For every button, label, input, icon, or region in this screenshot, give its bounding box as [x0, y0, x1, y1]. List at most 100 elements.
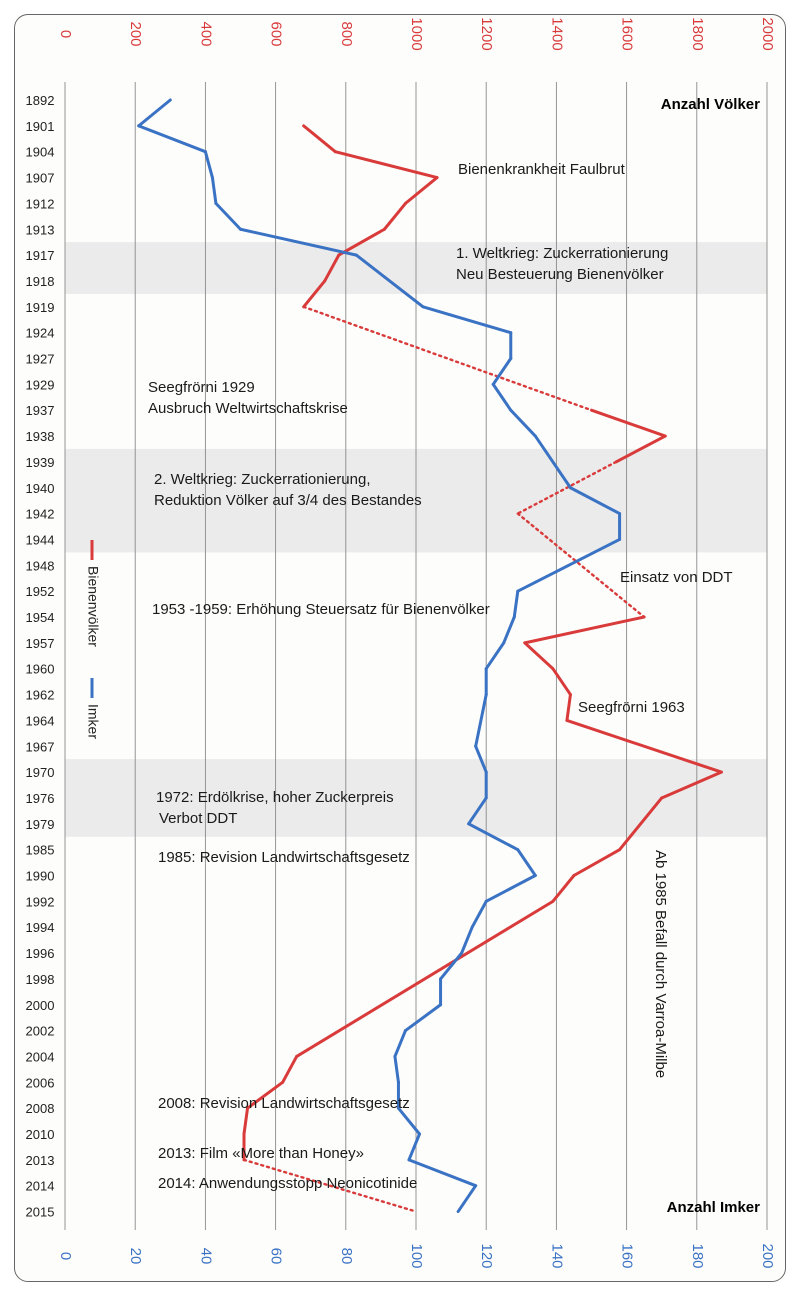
top-tick-label: 600 — [268, 21, 285, 46]
top-tick-label: 2000 — [759, 17, 776, 50]
bienenvoelker-line-segment — [333, 150, 439, 180]
year-label: 1944 — [26, 532, 55, 547]
top-tick-label: 1800 — [689, 17, 706, 50]
imker-line-segment — [470, 899, 488, 929]
year-label: 1996 — [26, 946, 55, 961]
year-label: 1929 — [26, 377, 55, 392]
top-tick-label: 1600 — [619, 17, 636, 50]
top-tick-label: 1400 — [548, 17, 565, 50]
bottom-tick-label: 120 — [478, 1243, 495, 1268]
imker-line-segment — [393, 1054, 400, 1084]
top-tick-label: 1200 — [478, 17, 495, 50]
bienenvoelker-line-segment — [302, 305, 593, 412]
year-label: 1937 — [26, 403, 55, 418]
legend-label: Bienenvölker — [85, 566, 101, 647]
year-label: 2004 — [26, 1049, 55, 1064]
annotation-9: 1985: Revision Landwirtschaftsgesetz — [158, 849, 410, 866]
imker-line-segment — [474, 693, 488, 748]
year-label: 2015 — [26, 1205, 55, 1220]
year-label: 1952 — [26, 584, 55, 599]
imker-line-segment — [460, 925, 474, 955]
imker-line-segment — [533, 434, 572, 490]
annotation-2: 1. Weltkrieg: Zuckerrationierung Neu Best… — [456, 245, 668, 283]
year-label: 1918 — [26, 274, 55, 289]
top-axis-ticks: 0 200 400 600 800 1000 1200 1400 1600 1800 2000 — [57, 17, 776, 50]
annotation-12: 2013: Film «More than Honey» — [158, 1145, 364, 1162]
bottom-axis-ticks: 0 20 40 60 80 100 120 140 160 180 200 — [57, 1243, 776, 1268]
legend-label: Imker — [85, 704, 101, 739]
annotation-11: 2008: Revision Landwirtschaftsgesetz — [158, 1095, 410, 1112]
annotation-4: 2. Weltkrieg: Zuckerrationierung, Redukti… — [154, 471, 422, 509]
year-label: 1927 — [26, 352, 55, 367]
bienenvoelker-line-segment — [302, 124, 337, 154]
bottom-tick-label: 160 — [619, 1243, 636, 1268]
bottom-tick-label: 20 — [127, 1248, 144, 1265]
bottom-tick-label: 100 — [408, 1243, 425, 1268]
bienenvoelker-line-segment — [242, 1158, 418, 1213]
year-label: 1907 — [26, 171, 55, 186]
chart-frame — [14, 14, 786, 1282]
imker-line-segment — [439, 951, 464, 981]
year-label: 1938 — [26, 429, 55, 444]
imker-line-segment — [210, 176, 218, 205]
bienenvoelker-line-segment — [302, 279, 327, 309]
bienenvoelker-line-segment — [516, 460, 618, 515]
year-label: 1912 — [26, 196, 55, 211]
bienenvoelker-line-segment — [382, 201, 407, 231]
year-label: 2010 — [26, 1127, 55, 1142]
year-label: 2006 — [26, 1075, 55, 1090]
year-label: 1954 — [26, 610, 55, 625]
imker-line-segment — [516, 537, 622, 593]
imker-line-segment — [137, 98, 172, 128]
annotation-13: 2014: Anwendungsstopp Neonicotinide — [158, 1175, 417, 1192]
bienenvoelker-line-segment — [551, 667, 572, 697]
imker-line-segment — [467, 822, 520, 852]
imker-line-segment — [484, 641, 506, 671]
annotation-3: Seegfrörni 1929 Ausbruch Weltwirtschaftsk… — [148, 379, 348, 417]
bienenvoelker-line-segment — [590, 408, 667, 438]
bienenvoelker-line-segment — [523, 615, 646, 645]
year-label: 1948 — [26, 558, 55, 573]
year-label: 1940 — [26, 481, 55, 496]
bottom-tick-label: 180 — [689, 1243, 706, 1268]
annotation-1: Bienenkrankheit Faulbrut — [458, 161, 626, 178]
imker-line-segment — [203, 150, 214, 180]
imker-line-segment — [407, 1158, 478, 1188]
imker-line-segment — [421, 305, 513, 335]
imker-line-segment — [484, 874, 537, 903]
imker-line-segment — [393, 1029, 407, 1058]
top-tick-label: 400 — [197, 21, 214, 46]
bienenvoelker-line-segment — [551, 874, 576, 903]
year-label: 1960 — [26, 662, 55, 677]
year-label: 1990 — [26, 869, 55, 884]
year-label: 1957 — [26, 636, 55, 651]
imker-line-segment — [354, 253, 425, 309]
year-label: 1998 — [26, 972, 55, 987]
annotation-7: Seegfrörni 1963 — [578, 699, 685, 716]
year-label: 1976 — [26, 791, 55, 806]
imker-line-segment — [456, 1184, 478, 1214]
imker-line-segment — [214, 201, 242, 231]
year-label: 1985 — [26, 843, 55, 858]
year-label: 1994 — [26, 920, 55, 935]
year-label: 1892 — [26, 93, 55, 108]
year-label: 2002 — [26, 1024, 55, 1039]
imker-line-segment — [396, 1106, 422, 1136]
imker-line-segment — [491, 357, 513, 386]
year-label: 1992 — [26, 894, 55, 909]
year-label: 1942 — [26, 507, 55, 522]
imker-line-segment — [137, 124, 207, 154]
bienenvoelker-line-segment — [565, 718, 723, 774]
top-tick-label: 1000 — [408, 17, 425, 50]
annotations: Bienenkrankheit Faulbrut 1. Weltkrieg: Zu… — [148, 161, 733, 1192]
imker-line-segment — [568, 486, 622, 516]
year-label: 1913 — [26, 222, 55, 237]
bienenvoelker-line-segment — [246, 1080, 285, 1110]
bottom-tick-label: 60 — [268, 1248, 285, 1265]
imker-line-segment — [239, 227, 358, 257]
annotation-8: 1972: Erdölkrise, hoher Zuckerpreis Verbo… — [156, 789, 394, 827]
bottom-tick-label: 40 — [197, 1248, 214, 1265]
year-label: 1970 — [26, 765, 55, 780]
annotation-6: 1953 -1959: Erhöhung Steuersatz für Bien… — [152, 601, 490, 618]
